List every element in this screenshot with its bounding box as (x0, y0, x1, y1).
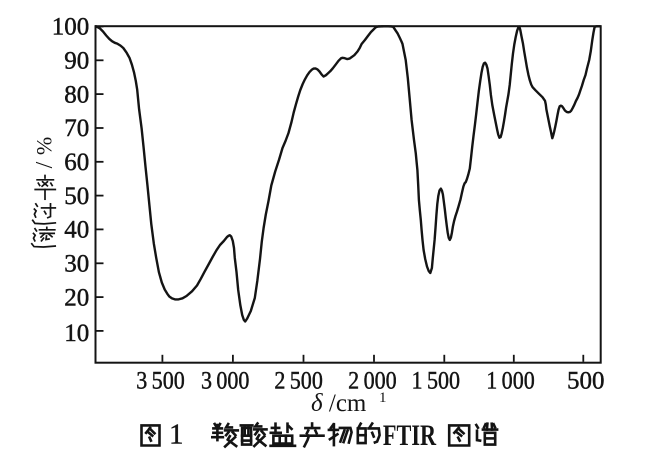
svg-text:500: 500 (567, 367, 605, 394)
svg-text:2 500: 2 500 (274, 367, 323, 394)
svg-text:40: 40 (64, 217, 89, 244)
svg-text:3 000: 3 000 (201, 367, 250, 394)
svg-text:FTIR: FTIR (383, 419, 436, 452)
svg-text:1: 1 (169, 419, 184, 451)
svg-text:1 000: 1 000 (486, 367, 535, 394)
svg-text:3 500: 3 500 (136, 367, 185, 394)
svg-text:90: 90 (64, 48, 89, 75)
svg-text:10: 10 (64, 320, 89, 347)
svg-text:100: 100 (52, 14, 90, 41)
svg-text:δ /cm: δ /cm (311, 390, 367, 417)
svg-text:30: 30 (64, 251, 89, 278)
svg-text:1: 1 (379, 390, 387, 406)
svg-text:80: 80 (64, 81, 89, 108)
svg-text:70: 70 (64, 115, 89, 142)
svg-text:2 000: 2 000 (348, 367, 397, 394)
svg-text:60: 60 (64, 149, 89, 176)
svg-text:1 500: 1 500 (412, 367, 461, 394)
svg-text:%: % (32, 137, 57, 155)
svg-text:50: 50 (64, 183, 89, 210)
svg-text:/: / (32, 161, 58, 168)
svg-text:20: 20 (64, 284, 89, 311)
